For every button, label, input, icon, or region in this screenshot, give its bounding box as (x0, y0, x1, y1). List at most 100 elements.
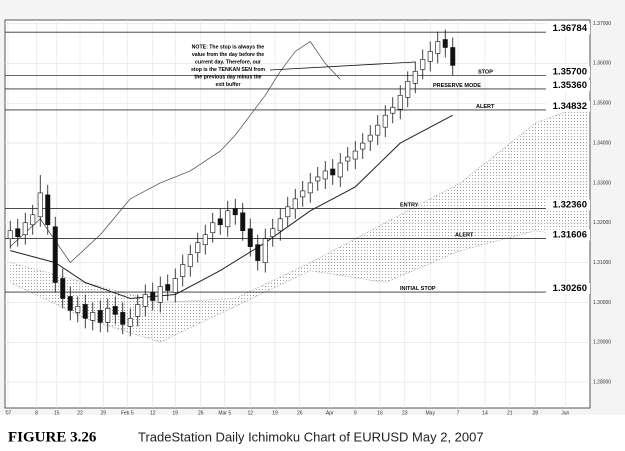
level-annotation: INITIAL STOP (400, 286, 436, 292)
x-tick-label: 8 (35, 410, 38, 416)
y-tick-label: 1.33000 (593, 180, 611, 186)
candle-body (360, 142, 366, 150)
x-tick-label: '07 (5, 410, 12, 416)
candle-body (180, 264, 186, 277)
candle-body (97, 310, 103, 323)
x-tick-label: 15 (54, 410, 60, 416)
candle-body (330, 168, 336, 176)
candle-body (367, 134, 373, 142)
cloud-span (10, 230, 588, 343)
candle-body (315, 176, 321, 182)
candle-body (135, 304, 141, 317)
candle-body (37, 192, 43, 218)
y-tick-label: 1.28000 (593, 379, 611, 385)
x-tick-label: 28 (532, 410, 538, 416)
x-tick-label: 26 (198, 410, 204, 416)
level-annotation: ALERT (455, 232, 474, 238)
level-value-box (546, 199, 590, 211)
candle-body (127, 318, 133, 327)
candle-body (427, 51, 433, 62)
candle-body (150, 292, 156, 301)
candle-body (157, 286, 163, 303)
candle-body (450, 47, 456, 66)
cloud-span (10, 102, 588, 303)
note-pointer (269, 61, 416, 71)
candle-body (75, 306, 81, 313)
candle-body (255, 244, 261, 261)
x-tick-label: Jun (561, 410, 569, 416)
candle-body (15, 228, 21, 238)
x-tick-label: 26 (297, 410, 303, 416)
x-tick-label: 21 (507, 410, 513, 416)
level-value-box (546, 229, 590, 241)
x-tick-label: 14 (482, 410, 488, 416)
figure-caption: TradeStation Daily Ichimoku Chart of EUR… (138, 429, 484, 444)
y-tick-label: 1.36000 (593, 61, 611, 67)
x-tick-label: Mar 5 (218, 410, 231, 416)
candle-body (285, 206, 291, 218)
candle-body (105, 308, 111, 323)
level-value: 1.32360 (553, 199, 587, 210)
candle-body (165, 284, 171, 291)
candle-body (420, 59, 426, 70)
level-value-box (546, 79, 590, 91)
y-tick-label: 1.37000 (593, 21, 611, 27)
figure-number: FIGURE 3.26 (8, 429, 97, 445)
level-value-box (546, 23, 590, 35)
x-tick-label: 9 (354, 410, 357, 416)
x-tick-label: 23 (402, 410, 408, 416)
level-value: 1.35700 (553, 66, 587, 77)
candle-body (300, 190, 306, 198)
y-tick-label: 1.29000 (593, 340, 611, 346)
candle-body (90, 312, 96, 321)
candle-body (405, 81, 411, 98)
candle-body (187, 254, 193, 267)
note-line: the previous day minus the (194, 74, 261, 80)
candle-body (82, 304, 88, 319)
y-tick-label: 1.34000 (593, 140, 611, 146)
candle-body (142, 294, 148, 307)
level-value: 1.34832 (553, 101, 587, 112)
note: NOTE: The stop is always the value from t… (191, 44, 416, 88)
candle-body (217, 218, 223, 226)
candle-body (60, 278, 66, 299)
note-line: current day. Therefore, our (195, 59, 261, 65)
candle-body (435, 41, 441, 54)
candle-body (22, 222, 28, 236)
candle-body (172, 278, 178, 293)
level-value: 1.30260 (553, 283, 587, 294)
candle-body (7, 230, 13, 239)
candle-body (442, 39, 448, 48)
x-tick-label: Apr (326, 410, 334, 416)
candle-body (210, 222, 216, 234)
x-tick-label: 12 (247, 410, 253, 416)
level-value-box (546, 100, 590, 112)
candle-body (397, 94, 403, 110)
level-value-box (546, 283, 590, 295)
level-value: 1.31606 (553, 229, 587, 240)
x-tick-label: 19 (172, 410, 178, 416)
candle-body (277, 218, 283, 232)
level-annotation: ENTRY (400, 202, 419, 208)
candle-body (120, 312, 126, 325)
candle-body (345, 156, 351, 162)
note-line: NOTE: The stop is always the (192, 44, 265, 50)
indicator-line (10, 114, 453, 299)
x-tick-label: 29 (100, 410, 106, 416)
note-line: value from the day before the (192, 52, 264, 58)
y-tick-label: 1.31000 (593, 260, 611, 266)
candle-body (52, 226, 58, 283)
y-tick-label: 1.35000 (593, 101, 611, 107)
level-value-box (546, 66, 590, 78)
level-value: 1.35360 (553, 80, 587, 91)
indicator-line (10, 41, 341, 264)
candle-body (202, 234, 208, 245)
cloud-area (10, 103, 588, 343)
note-line: stop is the TENKAN SEN from (191, 67, 265, 73)
x-tick-label: Feb 5 (121, 410, 134, 416)
candle-body (112, 306, 118, 315)
candle-body (240, 212, 246, 232)
candle-body (45, 194, 51, 226)
